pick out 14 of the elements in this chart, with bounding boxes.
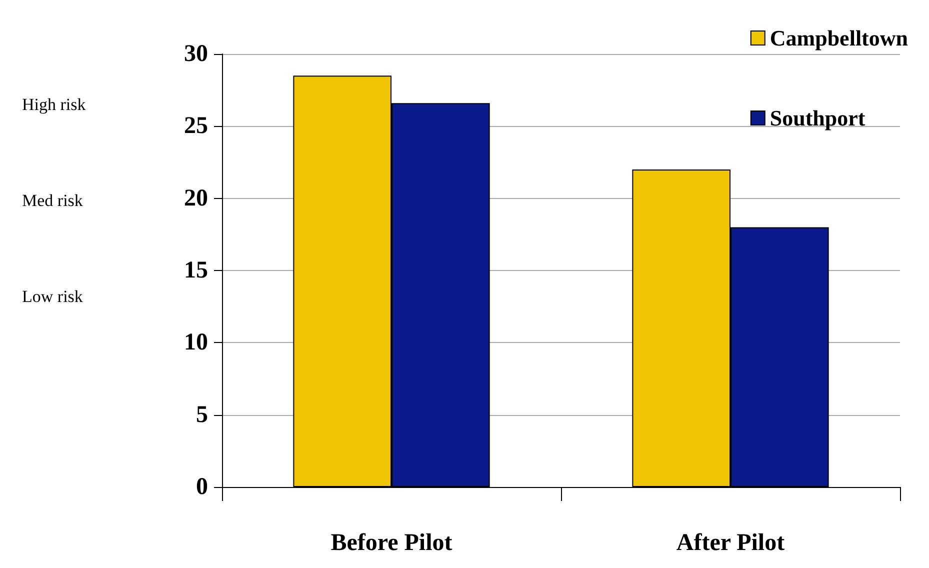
- y-tick-label: 25: [184, 113, 208, 140]
- y-tick-label: 10: [184, 330, 208, 356]
- text: Med risk: [22, 191, 84, 210]
- y-tick-label: 5: [196, 402, 208, 428]
- y-tick-label: 30: [184, 41, 208, 67]
- y-tick-label: 0: [196, 474, 208, 500]
- legend-label: Campbelltown: [770, 26, 908, 50]
- legend-label: Southport: [770, 106, 866, 130]
- text: High risk: [22, 95, 86, 114]
- text: Low risk: [22, 287, 84, 306]
- x-tick-label: After Pilot: [676, 530, 785, 556]
- y-tick-label: 20: [184, 185, 208, 212]
- x-tick-label: Before Pilot: [330, 530, 452, 556]
- y-tick-label: 15: [184, 258, 208, 284]
